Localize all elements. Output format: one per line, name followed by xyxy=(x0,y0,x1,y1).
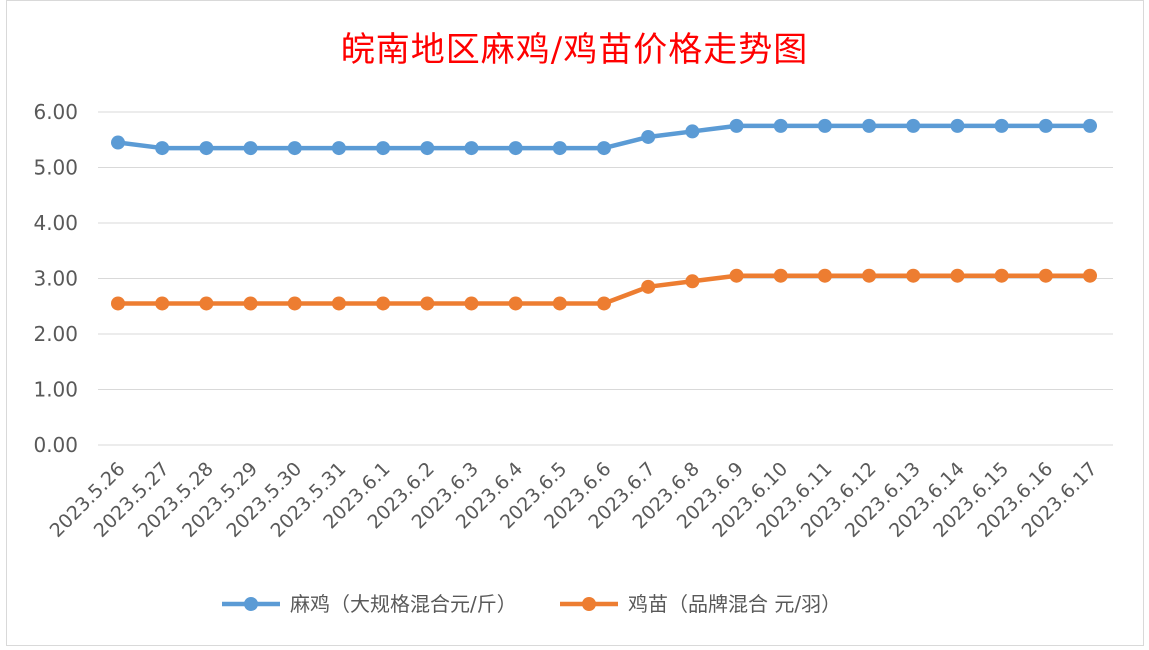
legend-marker xyxy=(582,597,596,611)
data-point xyxy=(420,141,435,156)
data-point xyxy=(1083,268,1097,283)
data-point xyxy=(950,268,965,283)
data-point xyxy=(111,135,125,150)
data-point xyxy=(641,129,656,144)
y-tick-label: 5.00 xyxy=(33,156,78,180)
data-point xyxy=(199,296,214,311)
data-point xyxy=(906,268,921,283)
data-point xyxy=(685,124,700,139)
data-point xyxy=(111,296,125,311)
data-point xyxy=(331,296,346,311)
data-point xyxy=(950,118,965,133)
data-point xyxy=(862,268,877,283)
chart-frame xyxy=(6,0,1144,646)
legend-marker xyxy=(244,597,258,611)
data-point xyxy=(773,268,788,283)
data-point xyxy=(155,141,170,156)
data-point xyxy=(862,118,877,133)
data-point xyxy=(420,296,435,311)
data-point xyxy=(817,268,832,283)
series-layer xyxy=(111,118,1097,311)
data-point xyxy=(464,141,479,156)
data-point xyxy=(243,141,258,156)
data-point xyxy=(729,118,744,133)
data-point xyxy=(287,296,302,311)
data-point xyxy=(376,141,391,156)
y-tick-label: 0.00 xyxy=(33,433,78,457)
y-tick-label: 6.00 xyxy=(33,100,78,124)
data-point xyxy=(597,296,611,311)
data-point xyxy=(817,118,832,133)
legend-item-2: 鸡苗（品牌混合 元/羽） xyxy=(560,592,841,616)
data-point xyxy=(1038,268,1053,283)
data-point xyxy=(1083,118,1097,133)
y-tick-label: 3.00 xyxy=(33,267,78,291)
data-point xyxy=(376,296,391,311)
data-point xyxy=(685,274,700,289)
data-point xyxy=(331,141,346,156)
gridlines xyxy=(98,111,1113,446)
data-point xyxy=(994,118,1009,133)
data-point xyxy=(773,118,788,133)
legend-item-1: 麻鸡（大规格混合元/斤） xyxy=(222,592,517,616)
data-point xyxy=(1038,118,1053,133)
y-axis-ticks: 0.00 1.00 2.00 3.00 4.00 5.00 6.00 xyxy=(33,100,78,457)
legend-label: 鸡苗（品牌混合 元/羽） xyxy=(628,592,841,616)
data-point xyxy=(994,268,1009,283)
data-point xyxy=(464,296,479,311)
y-tick-label: 2.00 xyxy=(33,322,78,346)
y-tick-label: 1.00 xyxy=(33,378,78,402)
data-point xyxy=(508,141,523,156)
data-point xyxy=(552,141,567,156)
data-point xyxy=(552,296,567,311)
chart-title: 皖南地区麻鸡/鸡苗价格走势图 xyxy=(340,30,809,70)
data-point xyxy=(906,118,921,133)
data-point xyxy=(729,268,744,283)
data-point xyxy=(243,296,258,311)
data-point xyxy=(199,141,214,156)
x-axis-ticks: 2023.5.262023.5.272023.5.282023.5.292023… xyxy=(46,458,1102,542)
y-tick-label: 4.00 xyxy=(33,211,78,235)
data-point xyxy=(155,296,170,311)
data-point xyxy=(287,141,302,156)
data-point xyxy=(641,279,656,294)
legend: 麻鸡（大规格混合元/斤） 鸡苗（品牌混合 元/羽） xyxy=(222,592,841,616)
data-point xyxy=(508,296,523,311)
legend-label: 麻鸡（大规格混合元/斤） xyxy=(290,592,517,616)
data-point xyxy=(597,141,611,156)
